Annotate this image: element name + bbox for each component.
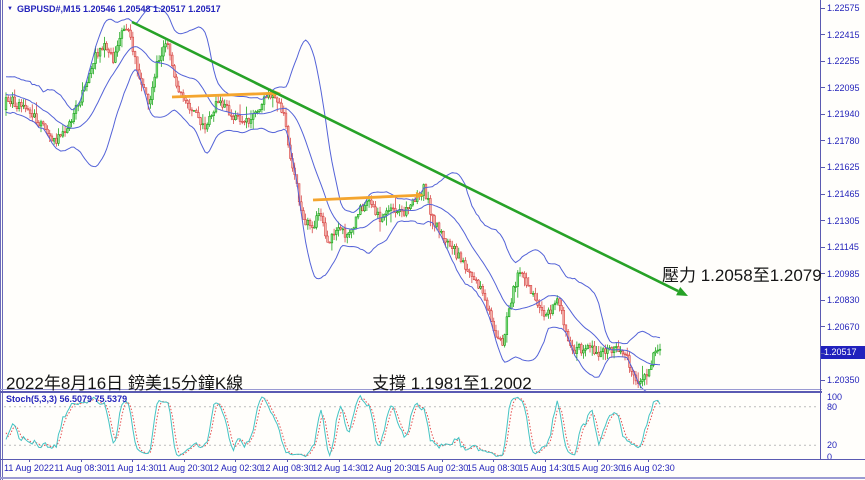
time-axis-label: 11 Aug 2022 [4,463,54,473]
time-axis-tick [132,459,134,462]
time-axis-label: 15 Aug 20:30 [570,463,624,473]
price-axis-label: 1.21625 [827,162,860,173]
time-axis-tick [235,459,237,462]
time-axis-label: 11 Aug 14:30 [105,463,159,473]
time-axis-label: 12 Aug 08:30 [260,463,314,473]
price-axis-label: 1.22095 [827,82,860,93]
time-axis-tick [493,459,495,462]
price-axis-tick [821,113,825,115]
price-axis-tick [821,220,825,222]
collapse-triangle-icon[interactable]: ▼ [7,6,13,12]
time-axis-label: 11 Aug 20:30 [157,463,210,473]
price-axis-label: 1.22255 [827,56,860,67]
price-axis-label: 1.21305 [827,215,860,226]
price-axis-tick [821,193,825,195]
price-axis-label: 1.21940 [827,109,860,120]
price-axis-tick [821,140,825,142]
panel-divider-highlight [0,389,822,390]
window-left-border [0,0,1,480]
time-axis-tick [596,459,598,462]
price-axis-label: 1.20830 [827,295,860,306]
time-axis-tick [287,459,288,462]
stochastic-canvas[interactable] [0,393,822,459]
price-axis-label: 1.20350 [827,375,860,385]
chart-title-text: GBPUSD#,M15 1.20546 1.20548 1.20517 1.20… [16,4,221,14]
time-axis-tick [545,459,546,462]
price-axis-label: 1.22415 [827,29,860,40]
price-axis-tick [821,299,825,301]
time-axis-label: 15 Aug 08:30 [466,463,520,473]
price-axis-tick [821,273,825,275]
price-axis-tick [821,379,825,381]
window-bottom-border [0,477,865,479]
price-axis-border [820,0,821,460]
price-axis-tick [821,326,825,328]
price-axis-label: 1.21465 [827,189,860,199]
chart-title: ▼ GBPUSD#,M15 1.20546 1.20548 1.20517 1.… [7,3,221,15]
panel-divider[interactable] [0,391,822,393]
time-axis-tick [390,459,392,462]
price-axis-tick [821,246,825,248]
price-axis-label: 1.20670 [827,321,860,332]
stochastic-scale-label: 100 [827,392,843,402]
stochastic-scale-label: 20 [827,440,838,450]
time-axis[interactable]: 11 Aug 2022 11 Aug 08:30 11 Aug 14:30 11 Au… [0,459,865,478]
time-axis-label: 15 Aug 02:30 [415,463,469,473]
time-axis-label: 15 Aug 14:30 [518,463,572,473]
time-axis-tick [29,459,30,462]
price-axis-label: 1.21780 [827,135,860,146]
stochastic-scale-label: 0 [827,452,833,462]
price-axis[interactable]: 1.20517 1.22575 1.22415 1.22255 1.22095 1.21… [820,0,865,462]
price-axis-tick [821,7,825,9]
time-axis-tick [338,459,340,462]
time-axis-border [0,459,865,460]
price-axis-label: 1.22575 [827,3,860,13]
time-axis-label: 12 Aug 20:30 [363,463,417,473]
stochastic-scale-label: 80 [827,402,838,412]
price-axis-tick [821,87,825,89]
time-axis-tick [183,459,185,462]
stochastic-label: Stoch(5,3,3) 56.5079 75.5379 [6,394,128,404]
support-annotation: 支撐 1.1981至1.2002 [372,374,532,393]
current-price-badge: 1.20517 [821,345,865,359]
time-axis-tick [648,459,650,462]
time-axis-tick [80,459,82,462]
time-axis-tick [441,459,443,462]
price-chart-canvas[interactable] [0,0,822,392]
caption-annotation: 2022年8月16日 鎊美15分鐘K線 [6,374,244,393]
time-axis-label: 16 Aug 02:30 [621,463,675,473]
price-axis-tick [821,60,825,62]
resistance-annotation: 壓力 1.2058至1.2079 [662,266,822,285]
window-left-border-inner [2,0,3,480]
time-axis-label: 12 Aug 02:30 [208,463,262,473]
price-axis-tick [821,166,825,168]
time-axis-label: 11 Aug 08:30 [54,463,107,473]
price-axis-label: 1.21145 [827,242,859,253]
price-axis-tick [821,34,825,36]
time-axis-label: 12 Aug 14:30 [312,463,366,473]
price-axis-label: 1.20985 [827,268,860,279]
price-axis-tick [821,352,825,354]
